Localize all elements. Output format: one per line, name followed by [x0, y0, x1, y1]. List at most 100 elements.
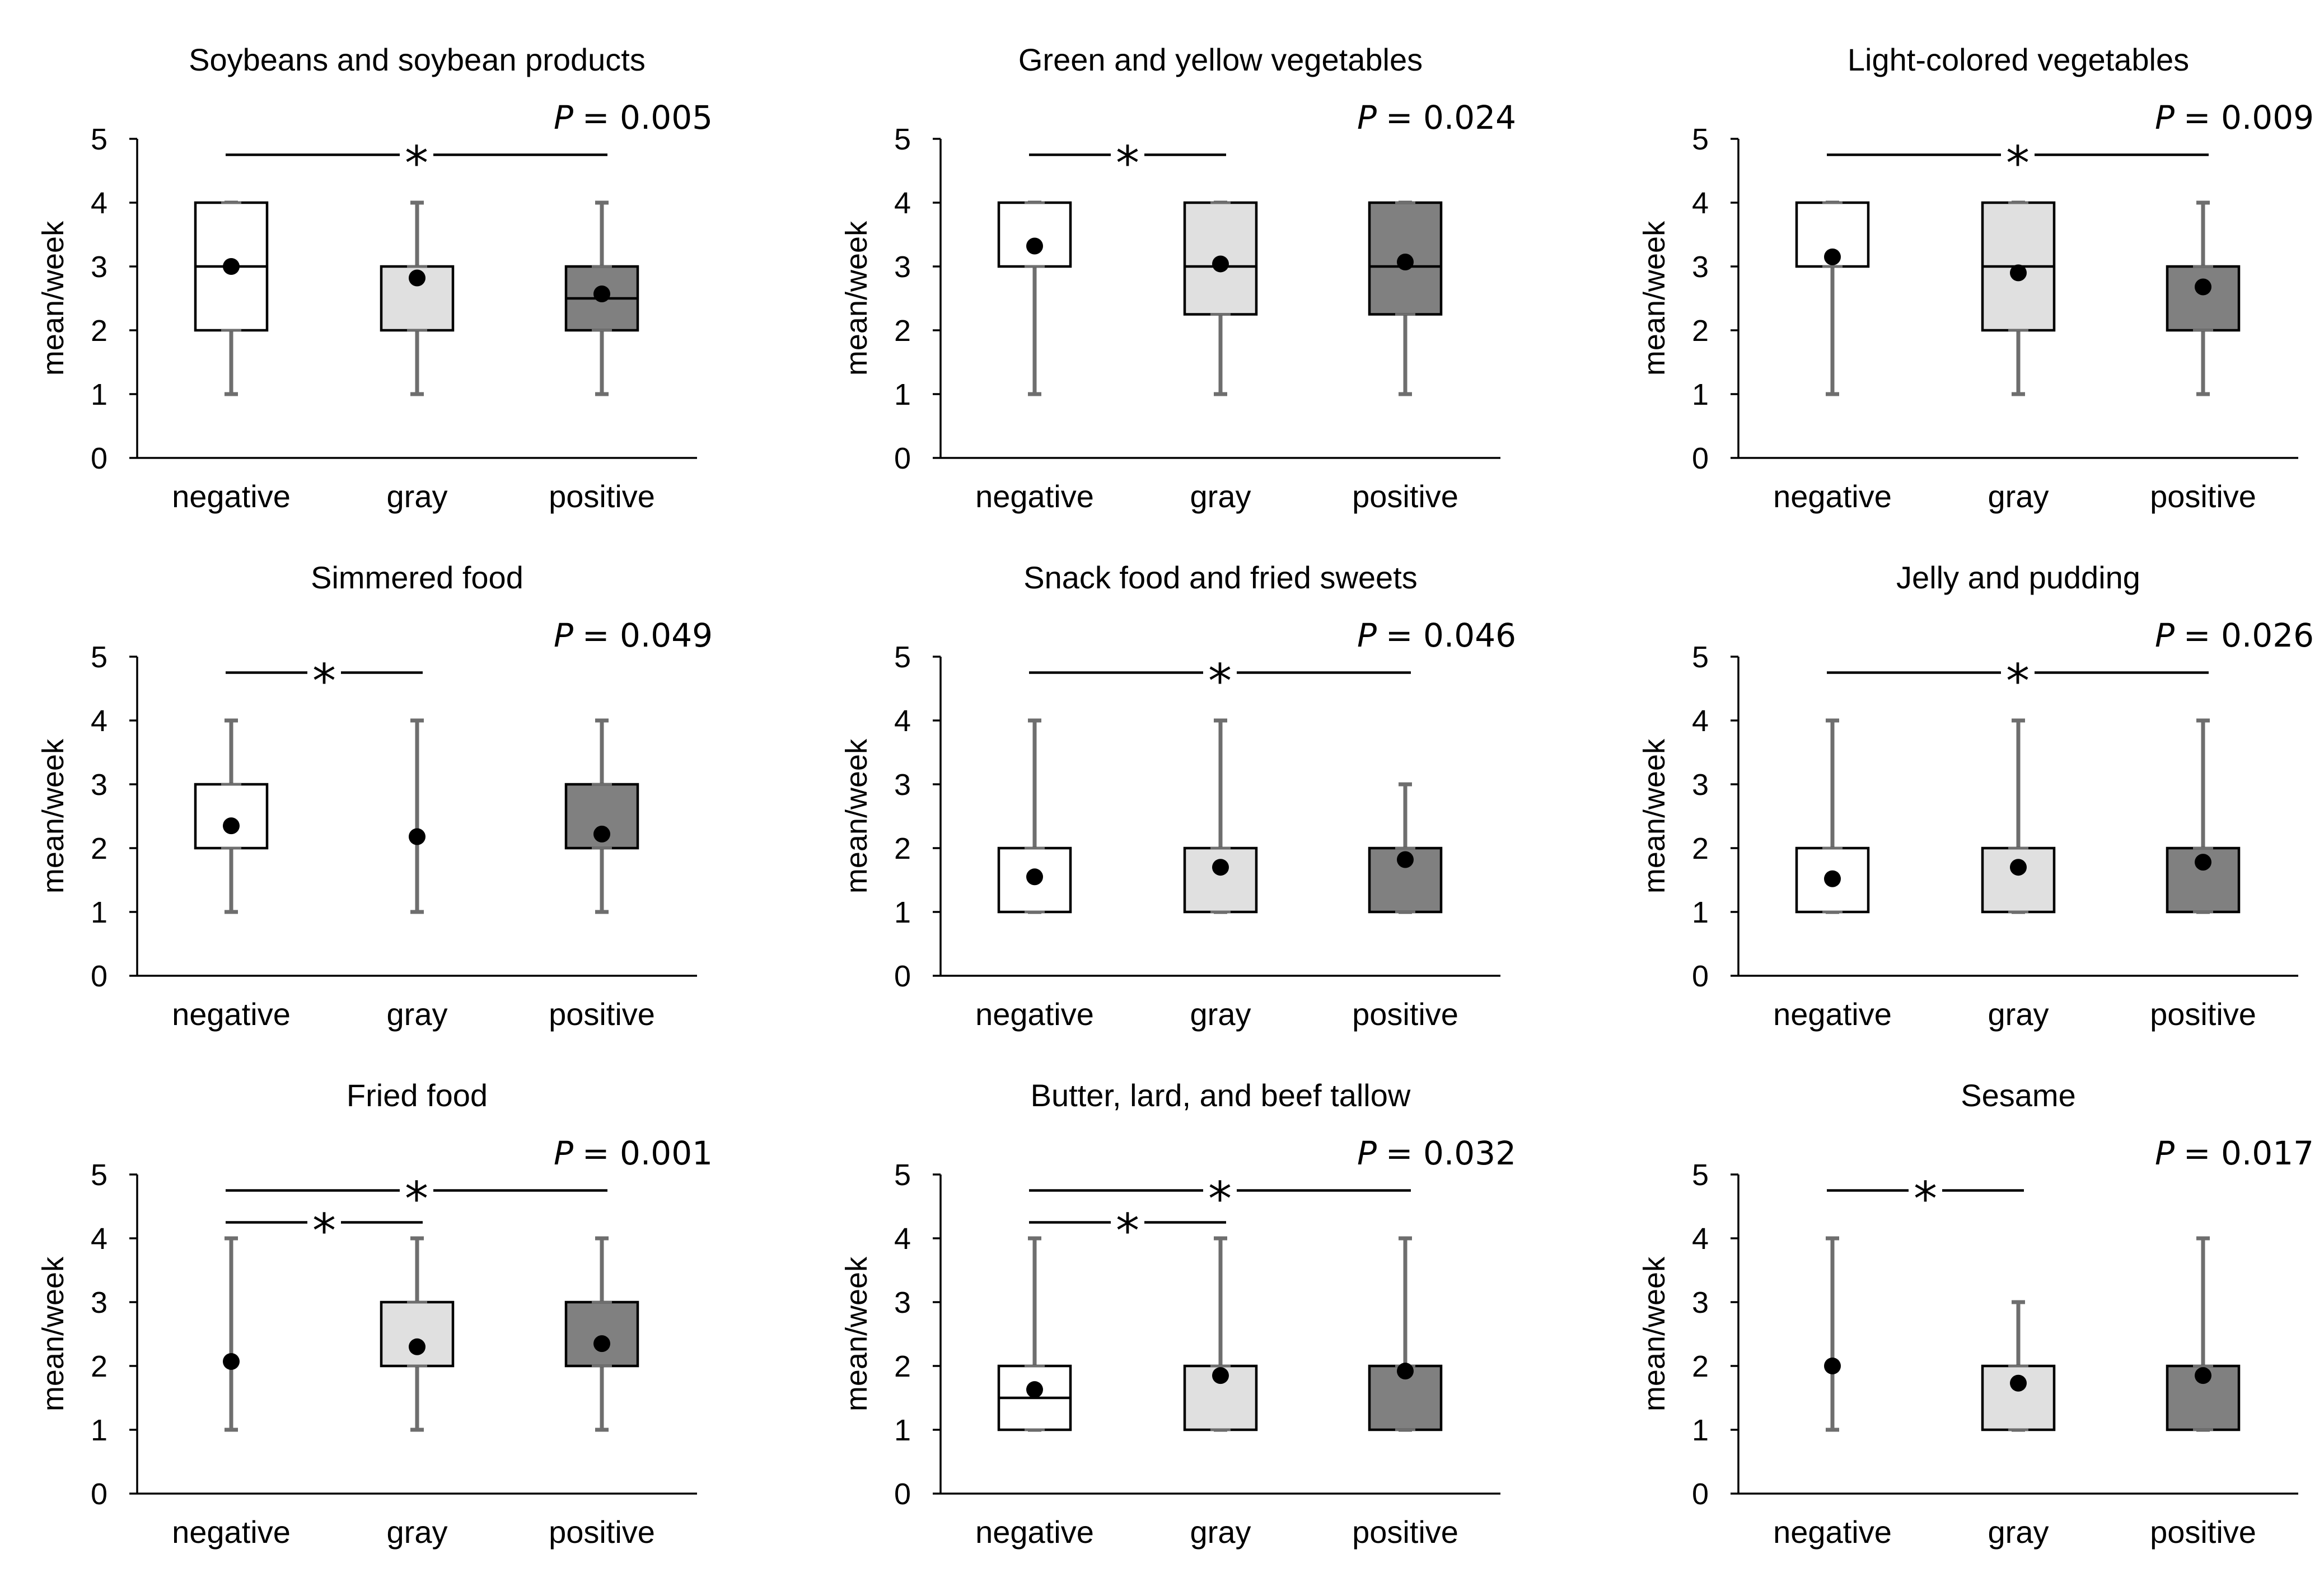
- significance-star: *: [1116, 136, 1139, 191]
- x-category-label: positive: [549, 479, 655, 514]
- p-value-label: P = 0.005: [554, 99, 713, 137]
- y-tick-label: 1: [1692, 378, 1709, 411]
- significance-star: *: [1208, 1172, 1232, 1227]
- y-tick-label: 5: [1692, 123, 1709, 156]
- x-category-label: gray: [1988, 1514, 2049, 1550]
- chart-title: Green and yellow vegetables: [1018, 42, 1423, 77]
- y-axis-label: mean/week: [36, 1256, 70, 1411]
- box-gray: [409, 718, 425, 914]
- x-category-label: negative: [975, 1514, 1094, 1550]
- p-label: P: [1357, 1134, 1377, 1172]
- chart-title: Butter, lard, and beef tallow: [1031, 1078, 1411, 1113]
- x-category-label: negative: [172, 1514, 291, 1550]
- y-tick-label: 5: [91, 123, 107, 156]
- y-tick-label: 1: [894, 896, 911, 929]
- y-tick-label: 4: [91, 704, 107, 738]
- y-tick-label: 2: [1692, 314, 1709, 348]
- mean-marker: [1212, 255, 1229, 273]
- significance-star: *: [1208, 654, 1232, 709]
- mean-marker: [2010, 264, 2027, 282]
- y-tick-label: 3: [91, 250, 107, 284]
- x-category-label: negative: [1773, 1514, 1892, 1550]
- p-value-label: P = 0.026: [2155, 616, 2314, 654]
- box-negative: [223, 1236, 240, 1432]
- x-category-label: positive: [2150, 479, 2256, 514]
- x-category-label: positive: [1352, 1514, 1458, 1550]
- y-tick-label: 4: [1692, 704, 1709, 738]
- significance-star: *: [1116, 1204, 1139, 1258]
- y-tick-label: 1: [894, 378, 911, 411]
- x-category-label: gray: [387, 479, 448, 514]
- y-tick-label: 0: [1692, 442, 1709, 475]
- y-tick-label: 0: [894, 1477, 911, 1511]
- box-positive: [564, 200, 639, 396]
- y-tick-label: 1: [1692, 1414, 1709, 1447]
- significance-bracket: *: [1029, 136, 1226, 191]
- mean-marker: [2195, 278, 2211, 296]
- y-tick-label: 2: [894, 314, 911, 348]
- mean-marker: [1824, 1358, 1841, 1374]
- x-category-label: gray: [1190, 479, 1251, 514]
- chart-panel: Soybeans and soybean products P = 0.005 0 1 2…: [36, 42, 713, 514]
- y-tick-label: 4: [894, 704, 911, 738]
- mean-marker: [1026, 237, 1043, 255]
- x-category-label: negative: [975, 996, 1094, 1032]
- y-tick-label: 5: [894, 123, 911, 156]
- y-tick-label: 2: [894, 832, 911, 865]
- mean-marker: [409, 269, 425, 287]
- significance-bracket: *: [1029, 654, 1411, 709]
- box-negative: [1795, 718, 1870, 914]
- y-tick-label: 2: [1692, 1350, 1709, 1383]
- p-label: P: [2155, 99, 2175, 137]
- significance-star: *: [312, 654, 336, 709]
- p-value: = 0.017: [2183, 1134, 2314, 1172]
- x-category-label: negative: [172, 479, 291, 514]
- y-tick-label: 1: [894, 1414, 911, 1447]
- chart-panel: Light-colored vegetables P = 0.009 0 1 2 3 4 5 me…: [1638, 42, 2314, 514]
- box-gray: [1183, 200, 1258, 396]
- y-tick-label: 1: [91, 378, 107, 411]
- significance-star: *: [2006, 136, 2030, 191]
- x-category-label: gray: [1988, 479, 2049, 514]
- mean-marker: [223, 1353, 240, 1370]
- chart-panel: Snack food and fried sweets P = 0.046 0 1 2 3 4…: [840, 560, 1516, 1032]
- box-body: [997, 201, 1072, 268]
- mean-marker: [593, 825, 610, 843]
- x-category-label: positive: [1352, 996, 1458, 1032]
- y-tick-label: 3: [894, 768, 911, 802]
- x-category-label: positive: [549, 996, 655, 1032]
- box-positive: [564, 718, 639, 914]
- box-negative: [997, 1236, 1072, 1432]
- x-category-label: negative: [1773, 996, 1892, 1032]
- box-positive: [2166, 1236, 2241, 1432]
- significance-bracket: *: [1827, 654, 2209, 709]
- p-label: P: [554, 1134, 573, 1172]
- x-category-label: positive: [2150, 996, 2256, 1032]
- y-tick-label: 3: [1692, 1286, 1709, 1319]
- chart-panel: Jelly and pudding P = 0.026 0 1 2 3 4 5 mean/week…: [1638, 560, 2314, 1032]
- p-value: = 0.009: [2183, 99, 2314, 137]
- p-value-label: P = 0.032: [1357, 1134, 1516, 1172]
- box-gray: [1183, 718, 1258, 914]
- y-tick-label: 5: [91, 1158, 107, 1192]
- p-label: P: [2155, 1134, 2175, 1172]
- y-tick-label: 4: [91, 186, 107, 220]
- mean-marker: [2195, 854, 2211, 871]
- y-tick-label: 1: [1692, 896, 1709, 929]
- chart-panel: Simmered food P = 0.049 0 1 2 3 4 5 mean/week nega…: [36, 560, 713, 1032]
- box-gray: [1981, 718, 2056, 914]
- mean-marker: [409, 1338, 425, 1355]
- significance-star: *: [1914, 1172, 1937, 1227]
- x-category-label: negative: [975, 479, 1094, 514]
- chart-panel: Fried food P = 0.001 0 1 2 3 4 5 mean/week negativ…: [36, 1078, 713, 1550]
- mean-marker: [593, 1335, 610, 1353]
- y-tick-label: 0: [1692, 1477, 1709, 1511]
- box-negative: [997, 200, 1072, 396]
- p-label: P: [1357, 616, 1377, 654]
- p-value-label: P = 0.049: [554, 616, 713, 654]
- x-category-label: gray: [387, 996, 448, 1032]
- box-positive: [2166, 718, 2241, 914]
- chart-title: Fried food: [347, 1078, 488, 1113]
- y-tick-label: 2: [1692, 832, 1709, 865]
- box-body: [564, 1300, 639, 1368]
